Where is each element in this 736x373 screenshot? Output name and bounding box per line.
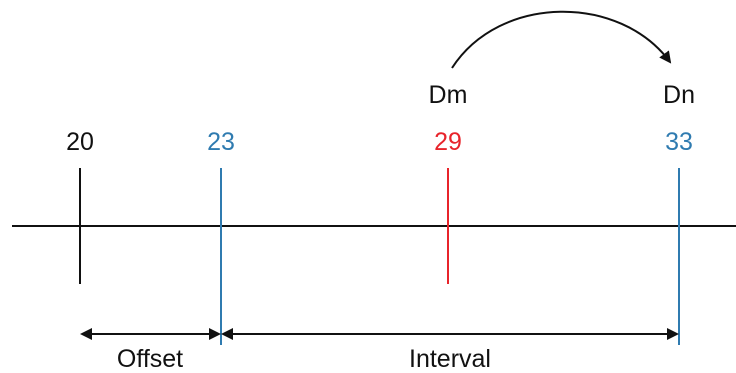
tick-label-33: 33 — [665, 128, 693, 156]
offset-label: Offset — [117, 345, 183, 373]
move-from-label: Dm — [429, 81, 468, 109]
tick-label-29: 29 — [434, 128, 462, 156]
tick-label-20: 20 — [66, 128, 94, 156]
tick-label-23: 23 — [207, 128, 235, 156]
interval-label: Interval — [409, 345, 491, 373]
move-to-label: Dn — [663, 81, 695, 109]
move-arrow — [451, 10, 672, 69]
